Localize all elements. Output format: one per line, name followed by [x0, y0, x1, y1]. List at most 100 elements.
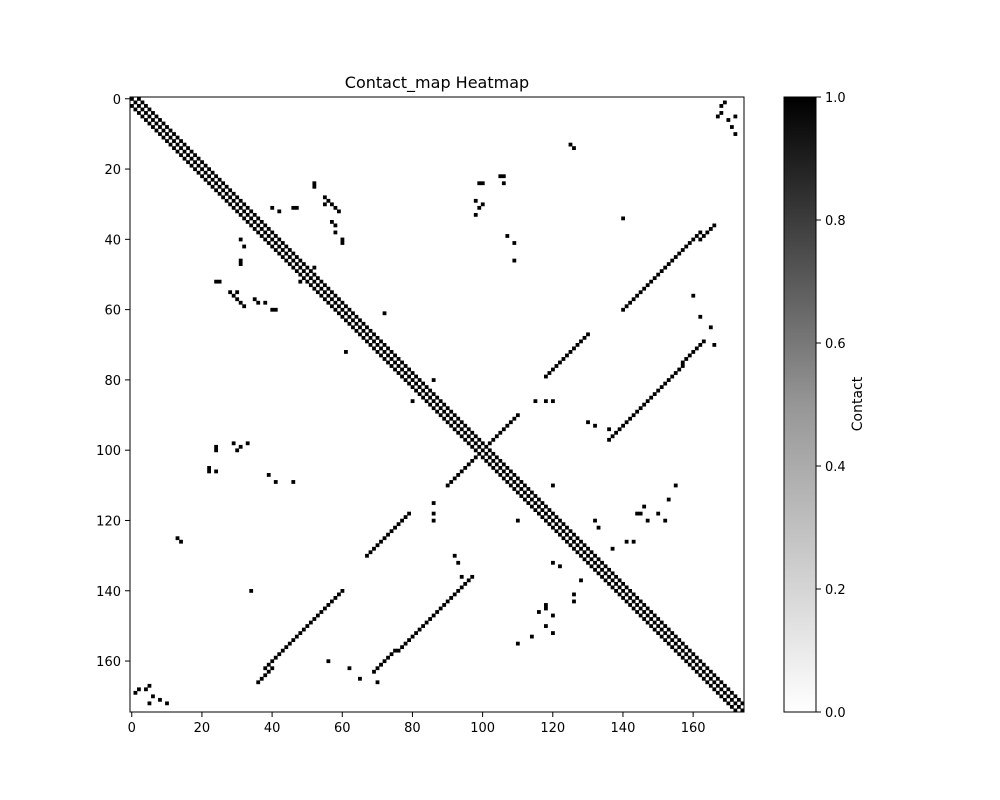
heatmap-cell [137, 111, 141, 115]
heatmap-cell [312, 272, 317, 277]
heatmap-cell [424, 399, 429, 404]
heatmap-cell [161, 128, 166, 133]
heatmap-cell [351, 318, 355, 323]
heatmap-cell [708, 325, 713, 330]
heatmap-cell [242, 209, 247, 214]
heatmap-cell [200, 167, 204, 172]
heatmap-cell [645, 606, 650, 611]
heatmap-cell [389, 357, 394, 361]
heatmap-cell [140, 100, 145, 105]
heatmap-cell [379, 346, 383, 351]
heatmap-cell [428, 388, 433, 393]
heatmap-cell [551, 367, 555, 372]
heatmap-cell [144, 104, 148, 108]
heatmap-cell [635, 511, 640, 516]
heatmap-cell [322, 195, 327, 200]
heatmap-cell [617, 585, 622, 590]
heatmap-cell [544, 606, 548, 611]
heatmap-cell [491, 458, 496, 463]
heatmap-cell [266, 473, 271, 477]
heatmap-cell [656, 511, 661, 516]
heatmap-cell [228, 195, 233, 200]
heatmap-cell [459, 427, 464, 432]
heatmap-cell [147, 114, 152, 119]
heatmap-cell [214, 188, 219, 193]
heatmap-cell [393, 367, 397, 372]
heatmap-cell [494, 434, 499, 439]
heatmap-cell [270, 659, 275, 664]
heatmap-cell [740, 701, 745, 706]
heatmap-cell [421, 624, 426, 628]
heatmap-cell [666, 634, 671, 639]
heatmap-cell [259, 676, 264, 681]
heatmap-cell [319, 286, 324, 291]
heatmap-cell [505, 480, 510, 484]
heatmap-cell [421, 381, 426, 386]
heatmap-cell [400, 360, 404, 365]
heatmap-cell [582, 543, 587, 548]
heatmap-cell [417, 627, 422, 632]
heatmap-cell [270, 230, 275, 235]
heatmap-cell [607, 437, 611, 442]
y-tick-label: 40 [104, 233, 121, 248]
heatmap-cell [540, 501, 545, 505]
heatmap-cell [280, 648, 285, 653]
heatmap-cell [140, 114, 145, 119]
heatmap-cell [666, 378, 671, 382]
heatmap-cell [421, 388, 426, 393]
heatmap-cell [715, 676, 720, 681]
y-tick-label: 140 [96, 585, 121, 600]
heatmap-cell [512, 487, 517, 491]
heatmap-cell [673, 648, 678, 653]
heatmap-cell [438, 406, 443, 411]
heatmap-cell [270, 244, 275, 249]
heatmap-cell [687, 241, 692, 245]
heatmap-cell [624, 539, 629, 544]
heatmap-cell [214, 279, 219, 284]
heatmap-cell [726, 118, 731, 122]
heatmap-cell [659, 620, 664, 625]
x-axis: 0 20 40 60 80 100 120 140 160 [128, 712, 706, 736]
heatmap-cell [596, 557, 601, 562]
heatmap-cell [515, 518, 520, 523]
heatmap-cell [438, 413, 443, 418]
heatmap-cell [624, 304, 629, 309]
heatmap-cell [617, 592, 622, 597]
heatmap-cell [733, 114, 738, 119]
heatmap-cell [242, 216, 247, 221]
heatmap-cell [280, 248, 285, 252]
heatmap-cell [344, 311, 348, 316]
heatmap-cell [193, 160, 197, 165]
heatmap-cell [551, 483, 555, 488]
heatmap-cell [151, 111, 155, 115]
heatmap-cell [491, 466, 496, 470]
heatmap-cell [596, 571, 601, 576]
heatmap-cell [579, 339, 583, 344]
heatmap-cell [301, 627, 306, 632]
heatmap-cell [498, 458, 503, 463]
heatmap-cell [519, 480, 524, 484]
heatmap-cell [540, 515, 545, 520]
heatmap-cell [354, 314, 359, 319]
heatmap-cell [238, 258, 243, 263]
heatmap-cell [365, 332, 369, 337]
heatmap-cell [393, 353, 397, 358]
heatmap-cell [196, 156, 201, 161]
heatmap-cell [498, 174, 503, 179]
heatmap-cell [529, 490, 534, 495]
heatmap-cell [221, 188, 226, 193]
heatmap-cell [659, 627, 664, 632]
heatmap-cell [733, 694, 738, 699]
heatmap-cell [280, 241, 285, 245]
heatmap-cell [238, 212, 243, 217]
heatmap-cell [354, 328, 359, 333]
heatmap-cell [701, 339, 706, 344]
heatmap-cell [410, 378, 415, 382]
heatmap-cell [452, 553, 457, 558]
x-tick-label: 0 [128, 721, 136, 736]
heatmap-cell [365, 553, 369, 558]
heatmap-cell [375, 343, 380, 347]
heatmap-cell [463, 437, 468, 442]
heatmap-cell [575, 543, 580, 548]
heatmap-cell [193, 167, 197, 172]
